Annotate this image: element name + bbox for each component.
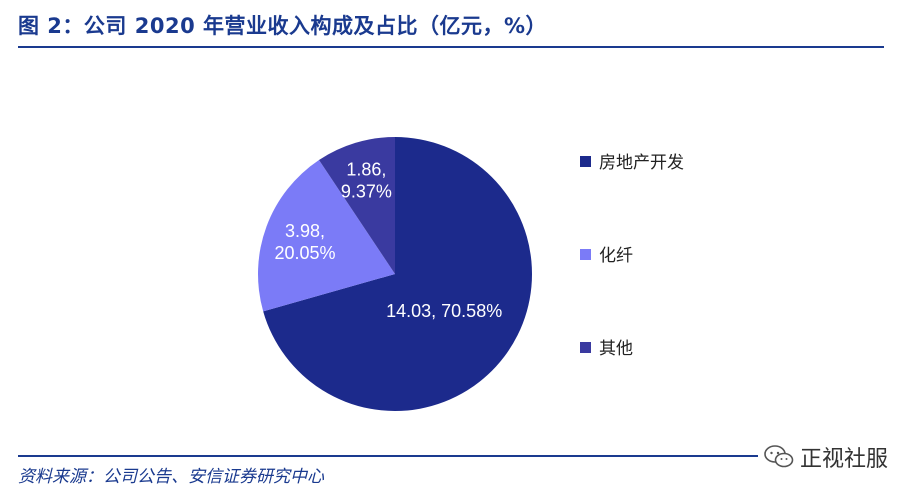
source-note: 资料来源：公司公告、安信证券研究中心: [18, 467, 324, 487]
legend-label-3: 其他: [599, 339, 633, 359]
pie-slices: [258, 137, 532, 411]
slice-label-3: 1.86, 9.37%: [341, 160, 392, 202]
slice-label-1: 14.03, 70.58%: [386, 301, 502, 321]
legend-swatch-3: [580, 342, 591, 353]
page-title: 图 2：公司 2020 年营业收入构成及占比（亿元，%）: [18, 14, 548, 38]
title-rule: [18, 46, 884, 48]
legend-label-2: 化纤: [599, 246, 633, 266]
wechat-icon: [764, 445, 794, 468]
legend-label-1: 房地产开发: [599, 153, 684, 173]
legend-swatch-2: [580, 249, 591, 260]
pie-labels: 14.03, 70.58% 3.98, 20.05%1.86, 9.37%: [274, 160, 502, 322]
watermark-text: 正视社服: [800, 447, 889, 472]
pie-slice-3: [318, 137, 395, 274]
watermark: 正视社服: [764, 441, 888, 473]
source-rule: [18, 455, 758, 457]
pie-slice-2: [258, 160, 395, 312]
pie-slice-1: [263, 137, 532, 411]
legend-swatch-1: [580, 156, 591, 167]
slice-label-2: 3.98, 20.05%: [274, 221, 335, 263]
